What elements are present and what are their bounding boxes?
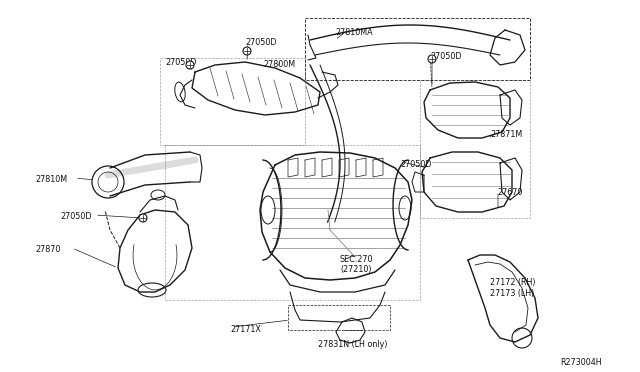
Text: 27831N (LH only): 27831N (LH only) <box>318 340 387 349</box>
Text: (27210): (27210) <box>340 265 371 274</box>
Circle shape <box>428 55 436 63</box>
Text: 27871M: 27871M <box>490 130 522 139</box>
Text: 27173 (LH): 27173 (LH) <box>490 289 534 298</box>
Circle shape <box>139 214 147 222</box>
Text: 27870: 27870 <box>35 245 60 254</box>
Text: SEC.270: SEC.270 <box>340 255 374 264</box>
Circle shape <box>243 47 251 55</box>
Text: 27800M: 27800M <box>263 60 295 69</box>
Text: 27670: 27670 <box>497 188 522 197</box>
Text: 27172 (RH): 27172 (RH) <box>490 278 536 287</box>
Text: 27050D: 27050D <box>60 212 92 221</box>
Text: 27050D: 27050D <box>400 160 431 169</box>
Text: 27050D: 27050D <box>245 38 276 47</box>
Text: 27810M: 27810M <box>35 175 67 184</box>
Text: 27050D: 27050D <box>430 52 461 61</box>
Circle shape <box>186 61 194 69</box>
Text: 27171X: 27171X <box>230 325 261 334</box>
Text: 27810MA: 27810MA <box>335 28 372 37</box>
Text: R273004H: R273004H <box>560 358 602 367</box>
Text: 27050D: 27050D <box>165 58 196 67</box>
